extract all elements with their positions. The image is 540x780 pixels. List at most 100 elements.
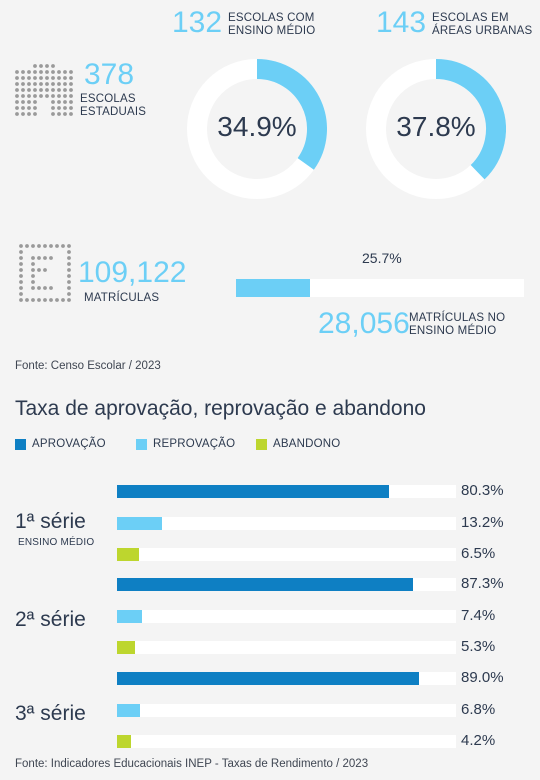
school-icon-dot [21,82,25,86]
enrollment-icon-dot [37,256,41,260]
enrollment-icon-dot [37,298,41,302]
enrollment-icon-dot [19,268,23,272]
enrollment-icon [18,243,72,308]
school-icon-dot [57,88,61,92]
bar-value-label: 89.0% [461,669,504,686]
enrollment-icon-dot [55,244,59,248]
legend-swatch-abandono [256,438,267,450]
source-censo: Fonte: Censo Escolar / 2023 [15,360,161,372]
school-icon-dot [33,70,37,74]
school-icon-dot [69,76,73,80]
bar-reprovacao [117,516,162,530]
bar-value-label: 5.3% [461,638,496,655]
bar-value-label: 87.3% [461,575,504,592]
school-icon-dot [69,70,73,74]
bar-track [117,735,456,748]
enrollment-icon-dot [19,262,23,266]
enrollment-icon-dot [67,262,71,266]
school-icon-dot [63,100,67,104]
bar-abandono [117,641,135,654]
enrollment-icon-dot [31,262,35,266]
chart-title: Taxa de aprovação, reprovação e abandono [15,397,426,420]
school-icon-dot [69,88,73,92]
school-icon-dot [63,94,67,98]
estaduais-label: ESCOLAS ESTADUAIS [80,93,146,119]
matriculas-em-label-line2: ENSINO MÉDIO [409,325,497,337]
school-icon-dot [21,76,25,80]
school-icon-dot [39,94,43,98]
serie-sublabel: ENSINO MÉDIO [18,537,95,548]
legend-aprovacao: APROVAÇÃO [15,438,106,450]
school-icon-dot [57,70,61,74]
matriculas-em-label-line1: MATRÍCULAS NO [409,312,506,324]
bar-track [117,548,456,561]
bar-reprovacao [117,609,143,623]
urbanas-label: ESCOLAS EM ÁREAS URBANAS [432,12,532,38]
enrollment-icon-dot [43,244,47,248]
bar-track [117,703,456,717]
enrollment-icon-dot [19,274,23,278]
school-icon-dot [45,64,49,68]
school-icon-dot [45,76,49,80]
school-icon-dot [15,70,19,74]
enrollment-icon-dot [43,286,47,290]
school-icon-dot [27,106,31,110]
donut-ensino-medio: 34.9% [187,59,327,199]
school-icon-dot [51,112,55,116]
enrollment-icon-dot [67,250,71,254]
bar-aprovacao [117,578,413,591]
school-icon-dot [27,112,31,116]
estaduais-number: 378 [84,58,135,91]
school-icon-dot [33,76,37,80]
school-icon-dot [21,88,25,92]
school-icon-dot [57,94,61,98]
school-icon-dot [15,76,19,80]
bar-track [117,485,456,498]
donut-ensino-medio-arc [256,59,327,170]
legend-abandono: ABANDONO [256,438,340,450]
school-icon-dot [27,100,31,104]
bar-track [117,641,456,654]
enrollment-icon-dot [19,292,23,296]
enrollment-icon-dot [67,280,71,284]
enrollment-icon-dot [43,298,47,302]
school-icon-dot [33,100,37,104]
donut-urbanas: 37.8% [366,59,506,199]
enrollment-icon-dot [37,268,41,272]
donut-ensino-medio-percent: 34.9% [217,111,297,142]
urbanas-label-line2: ÁREAS URBANAS [432,25,533,37]
school-icon-dot [57,100,61,104]
school-icon-dot [51,94,55,98]
enrollment-icon-dot [31,274,35,278]
legend-reprovacao: REPROVAÇÃO [136,438,235,450]
bar-value-label: 6.5% [461,545,496,562]
school-icon-dot [63,88,67,92]
ensino-medio-label-line1: ESCOLAS COM [228,12,315,24]
enrollment-icon-dot [31,244,35,248]
matriculas-em-bar-fill [236,279,311,297]
enrollment-icon-dot [67,268,71,272]
matriculas-em-label: MATRÍCULAS NO ENSINO MÉDIO [409,312,505,338]
serie-label: 2ª série [15,608,86,631]
ensino-medio-label-line2: ENSINO MÉDIO [228,25,316,37]
donut-ensino-medio-svg [187,59,327,199]
enrollment-icon-dot [31,280,35,284]
school-icon-dot [57,112,61,116]
matriculas-number: 109,122 [78,256,187,289]
enrollment-icon-dot [25,298,29,302]
school-icon-dot [15,88,19,92]
enrollment-icon-dot [49,298,53,302]
school-icon-dot [39,82,43,86]
enrollment-icon-dot [61,244,65,248]
enrollment-icon-dot [37,244,41,248]
source-inep: Fonte: Indicadores Educacionais INEP - T… [15,758,369,770]
donut-urbanas-svg [366,59,506,199]
school-icon-dot [69,100,73,104]
school-icon-dot [39,88,43,92]
matriculas-em-number: 28,056 [318,307,410,340]
school-icon-dot [39,64,43,68]
serie-label: 3ª série [15,702,86,725]
bar-track [117,578,456,591]
enrollment-icon-dot [19,298,23,302]
school-icon-dot [21,112,25,116]
